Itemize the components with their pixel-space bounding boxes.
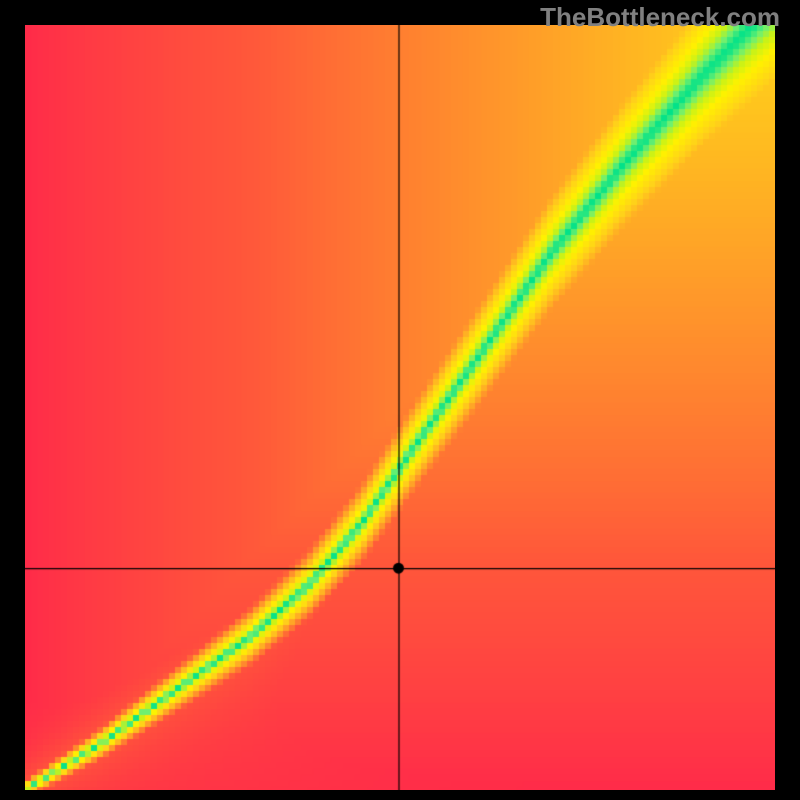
bottleneck-heatmap	[25, 25, 775, 790]
chart-container: TheBottleneck.com	[0, 0, 800, 800]
watermark-text: TheBottleneck.com	[540, 2, 780, 33]
